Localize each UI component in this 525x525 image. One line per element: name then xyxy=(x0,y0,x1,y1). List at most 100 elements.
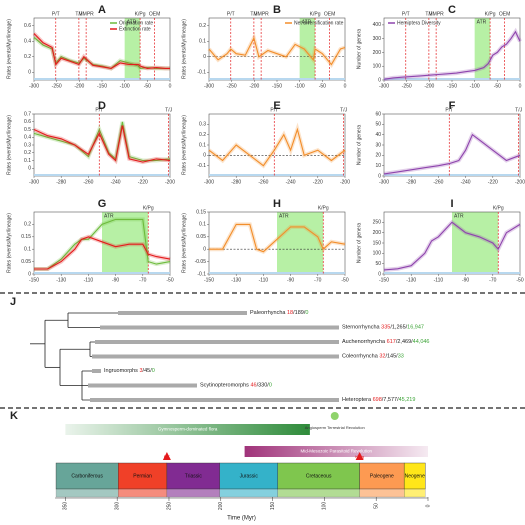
era-bar xyxy=(244,446,428,457)
x-tick-label: -50 xyxy=(144,83,151,89)
separator: / xyxy=(390,325,392,331)
x-tick-label: -260 xyxy=(258,179,268,185)
series-line xyxy=(34,218,171,270)
band-label: ATR xyxy=(279,213,289,219)
panel: A ATR 0 0.2 0.4 0.6 -300 -250 -200 -150 -100 -50 0 Ra… xyxy=(6,4,171,89)
event-label: K/Pg xyxy=(493,205,504,211)
panel-letter: E xyxy=(273,100,280,112)
y-tick-label: 250 xyxy=(373,220,382,226)
event-label: P/T xyxy=(164,454,171,459)
period xyxy=(359,462,405,490)
x-tick-label: -150 xyxy=(97,83,107,89)
panel-letter: A xyxy=(98,4,106,16)
period xyxy=(166,462,220,490)
y-tick-label: 0.2 xyxy=(24,222,31,228)
taxon-label: Ingruomorphs 3/45/0 xyxy=(104,368,155,374)
separator: / xyxy=(143,368,145,374)
y-tick-label: 10 xyxy=(375,163,381,169)
series-line xyxy=(383,30,521,80)
y-axis-title: Rates (events/Myr/lineage) xyxy=(6,19,12,79)
y-tick-label: 0.1 xyxy=(199,222,206,228)
taxon-label: Paleorrhyncha 18/189/0 xyxy=(250,310,308,316)
event-label: T/J xyxy=(425,11,432,17)
era-bar-label: Gymnosperm-dominated flora xyxy=(158,427,218,432)
x-tick-label: -50 xyxy=(166,277,173,283)
series-line xyxy=(33,125,171,163)
x-tick-label: -50 xyxy=(341,277,348,283)
count: 3 xyxy=(139,368,142,374)
x-tick-label: -70 xyxy=(139,277,146,283)
y-tick-label: 0 xyxy=(28,271,31,277)
separator: / xyxy=(293,310,295,316)
x-tick-label: -130 xyxy=(56,277,66,283)
stage-strip xyxy=(219,488,278,498)
event-label: K/Pg xyxy=(310,11,321,17)
panel-letter: C xyxy=(448,4,456,16)
y-tick-label: 0.05 xyxy=(196,234,206,240)
panel-letter: J xyxy=(10,296,16,308)
separator: / xyxy=(385,354,387,360)
panel-letter: F xyxy=(449,100,456,112)
period-name: Permian xyxy=(133,473,152,479)
x-tick-label: -280 xyxy=(231,179,241,185)
taxon-name: Ingruomorphs xyxy=(104,368,138,374)
y-tick-label: -0.1 xyxy=(197,163,206,169)
x-tick-label: -250 xyxy=(227,83,237,89)
band-label: ATR xyxy=(104,213,114,219)
series-band xyxy=(383,131,521,176)
panel: H ATR -0.1 -0.05 0 0.05 0.1 0.15 -150 -130 -110 -90… xyxy=(181,198,349,283)
count: 32 xyxy=(379,354,385,360)
time-strip xyxy=(209,174,345,176)
y-tick-label: -0.1 xyxy=(197,70,206,76)
period-name: Jurassic xyxy=(240,473,259,479)
x-tick-label: -200 xyxy=(249,83,259,89)
event-label: OEM xyxy=(324,11,335,17)
series-line xyxy=(209,223,346,253)
time-strip xyxy=(209,78,345,80)
fossil-range xyxy=(92,369,101,373)
separator: / xyxy=(267,383,269,389)
y-tick-label: 0.15 xyxy=(196,209,206,215)
period-name: Paleogene xyxy=(370,473,394,479)
x-tick-label: -70 xyxy=(489,277,496,283)
count: 45 xyxy=(144,368,150,374)
event-icon xyxy=(355,452,364,460)
event-label: P/T xyxy=(95,107,103,113)
y-axis-title: Number of genera xyxy=(356,125,362,166)
y-tick-label: 30 xyxy=(375,142,381,148)
fossil-range xyxy=(95,340,339,344)
count: 698 xyxy=(373,397,382,403)
count: 46 xyxy=(250,383,256,389)
panel-letter: I xyxy=(450,198,453,210)
series-line xyxy=(208,36,346,66)
x-tick-label: -300 xyxy=(379,83,389,89)
x-tick-label: -300 xyxy=(379,179,389,185)
y-tick-label: 400 xyxy=(373,22,382,28)
y-tick-label: 300 xyxy=(373,36,382,42)
count: 189 xyxy=(295,310,304,316)
fossil-range xyxy=(118,311,247,315)
count: 16,947 xyxy=(407,325,424,331)
event-label: OEM xyxy=(499,11,510,17)
stage-strip xyxy=(166,488,220,498)
taxon-name: Coleorrhyncha xyxy=(342,354,379,360)
event-label: T/J xyxy=(250,11,257,17)
x-tick-label: -200 xyxy=(74,83,84,89)
separator: / xyxy=(382,397,384,403)
y-tick-label: 0.6 xyxy=(24,23,31,29)
x-tick-label: -300 xyxy=(204,83,214,89)
count: 617 xyxy=(387,339,396,345)
panel-letter: G xyxy=(98,198,107,210)
event-label: K/Pg xyxy=(143,205,154,211)
highlight-band xyxy=(277,212,324,274)
separator: / xyxy=(304,310,306,316)
y-tick-label: 0 xyxy=(203,54,206,60)
x-tick-label: -100 xyxy=(120,83,130,89)
separator: / xyxy=(396,354,398,360)
y-tick-label: 0 xyxy=(378,271,381,277)
x-tick-label: -200 xyxy=(340,179,350,185)
x-tick-label: -130 xyxy=(406,277,416,283)
taxon-name: Scytinopteromorphs xyxy=(200,383,249,389)
event-label: T/J xyxy=(75,11,82,17)
